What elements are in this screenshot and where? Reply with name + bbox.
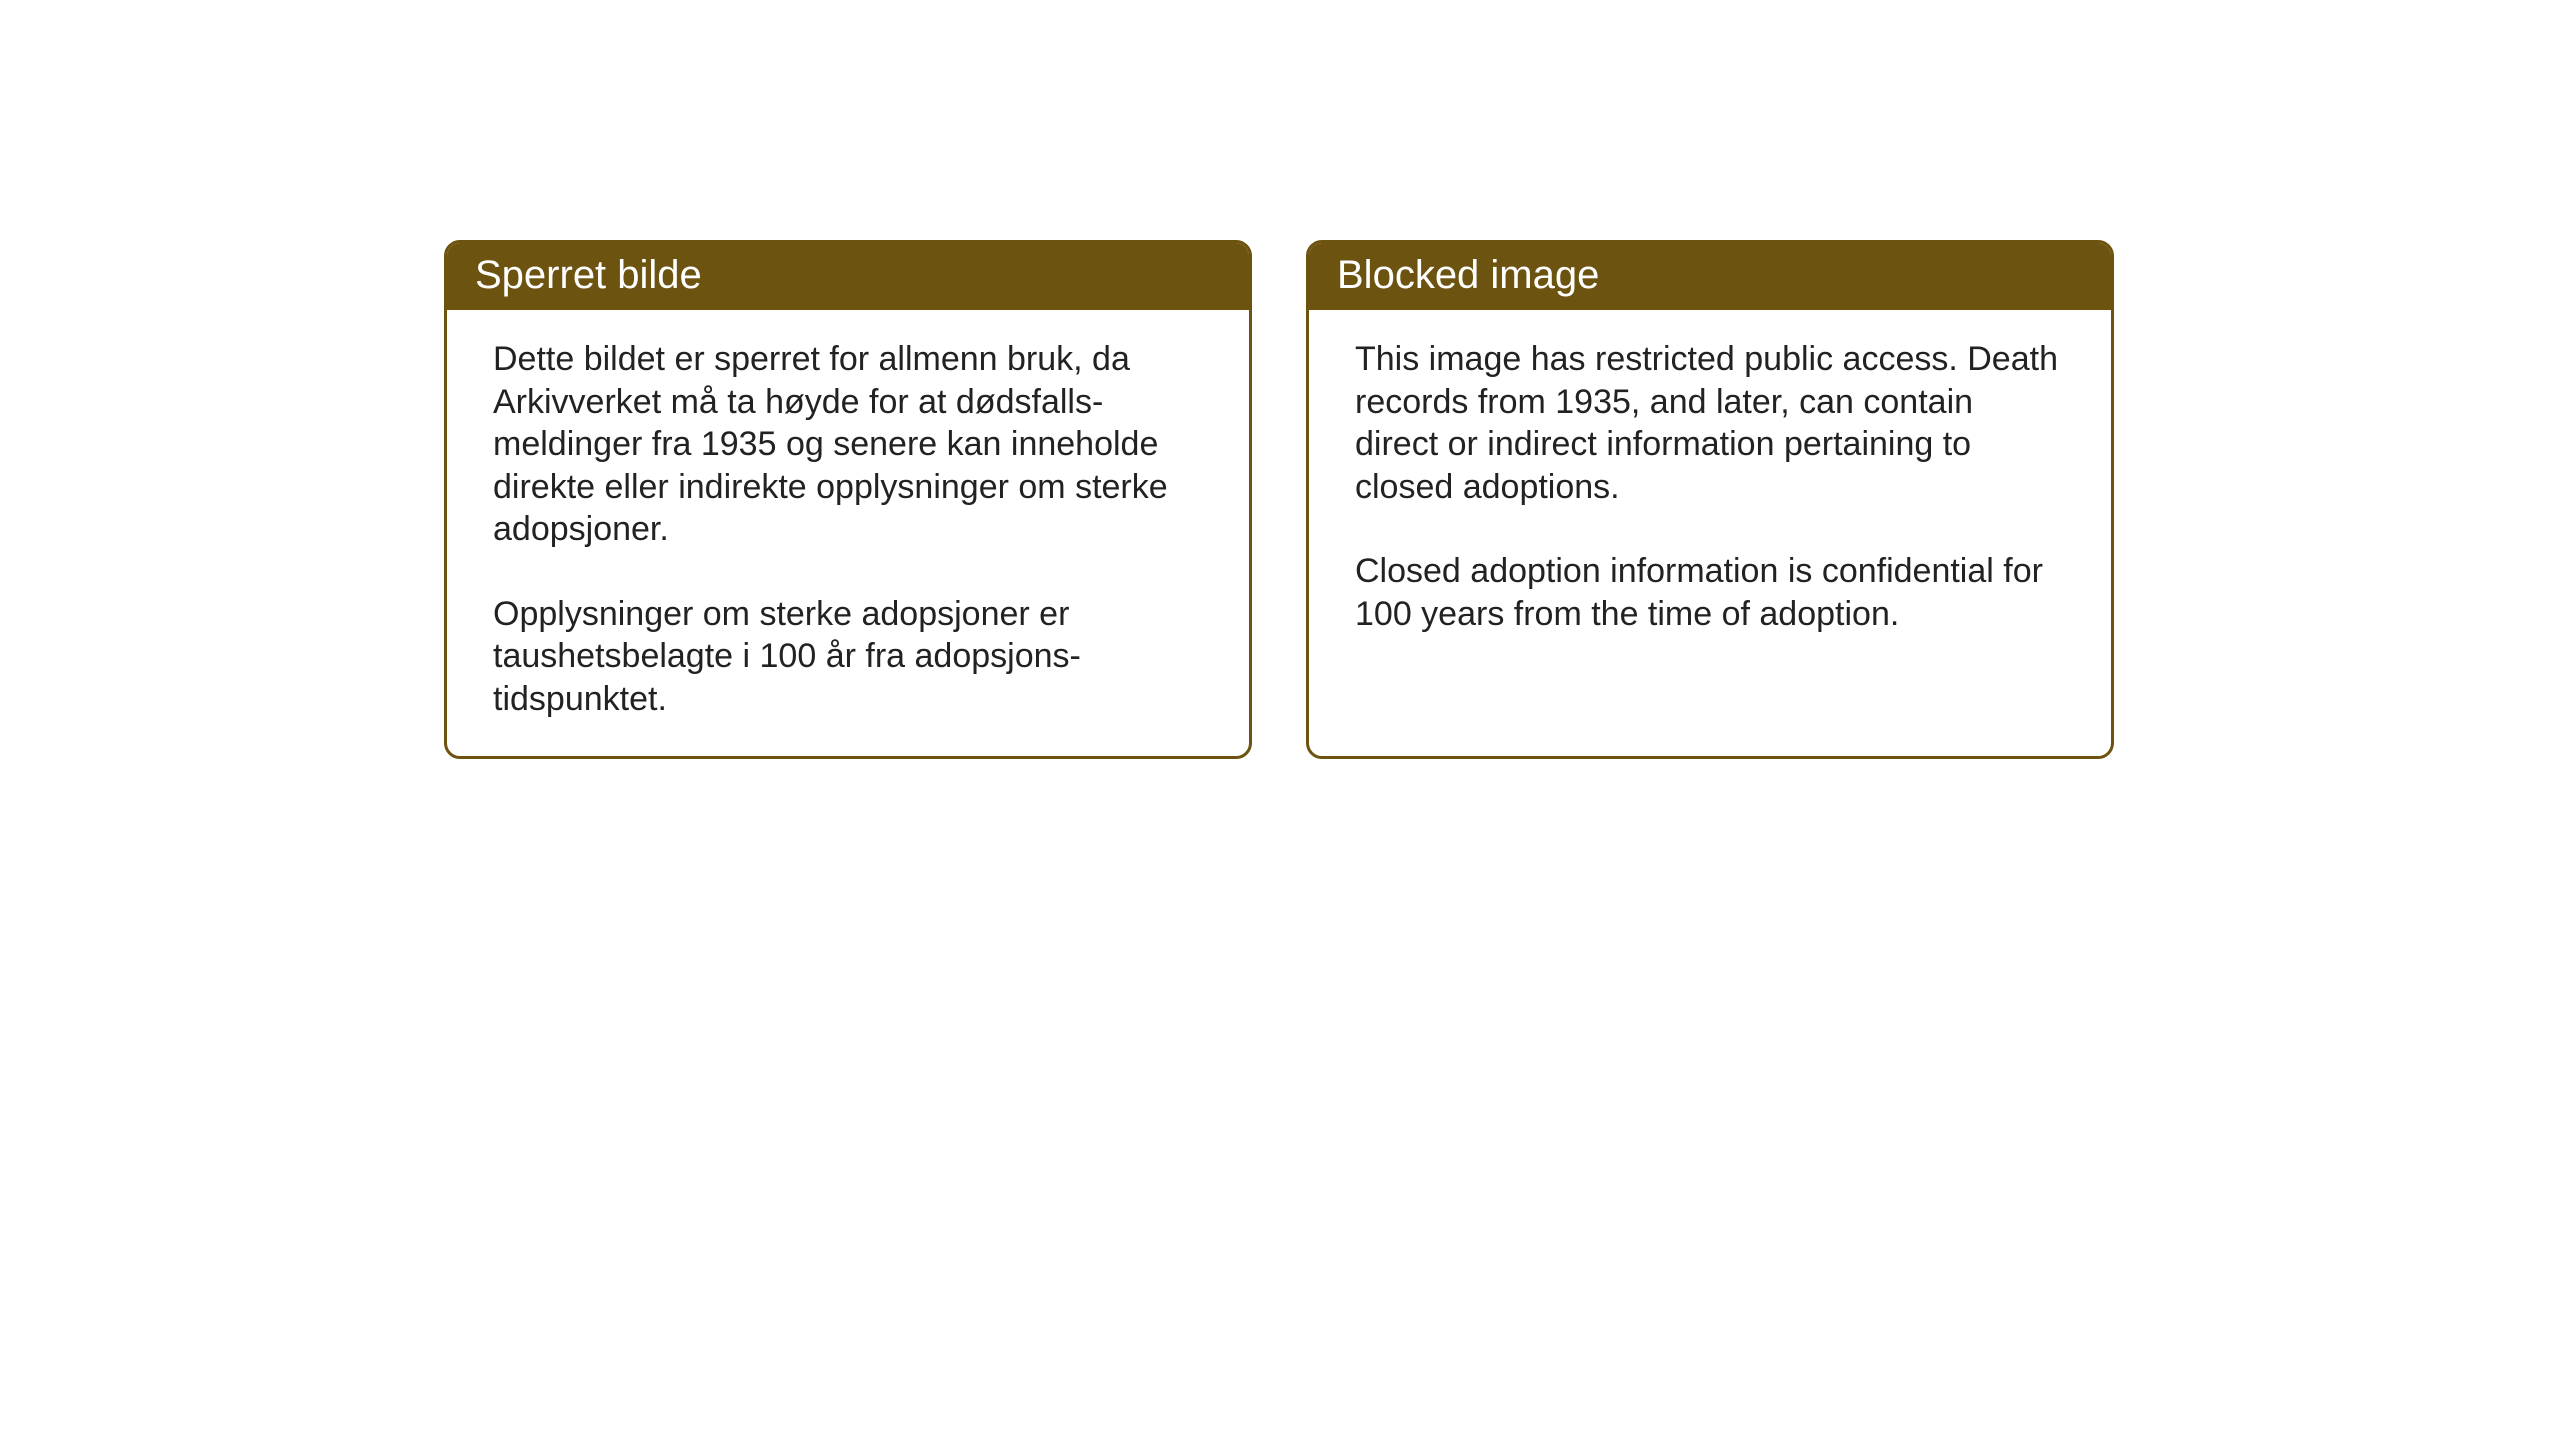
notice-card-norwegian: Sperret bilde Dette bildet er sperret fo… — [444, 240, 1252, 759]
card-paragraph: Dette bildet er sperret for allmenn bruk… — [493, 338, 1203, 551]
card-header-norwegian: Sperret bilde — [447, 243, 1249, 310]
card-paragraph: Closed adoption information is confident… — [1355, 550, 2065, 635]
card-paragraph: This image has restricted public access.… — [1355, 338, 2065, 508]
card-header-english: Blocked image — [1309, 243, 2111, 310]
notice-container: Sperret bilde Dette bildet er sperret fo… — [444, 240, 2114, 759]
card-paragraph: Opplysninger om sterke adopsjoner er tau… — [493, 593, 1203, 721]
card-body-english: This image has restricted public access.… — [1309, 310, 2111, 671]
card-body-norwegian: Dette bildet er sperret for allmenn bruk… — [447, 310, 1249, 756]
notice-card-english: Blocked image This image has restricted … — [1306, 240, 2114, 759]
